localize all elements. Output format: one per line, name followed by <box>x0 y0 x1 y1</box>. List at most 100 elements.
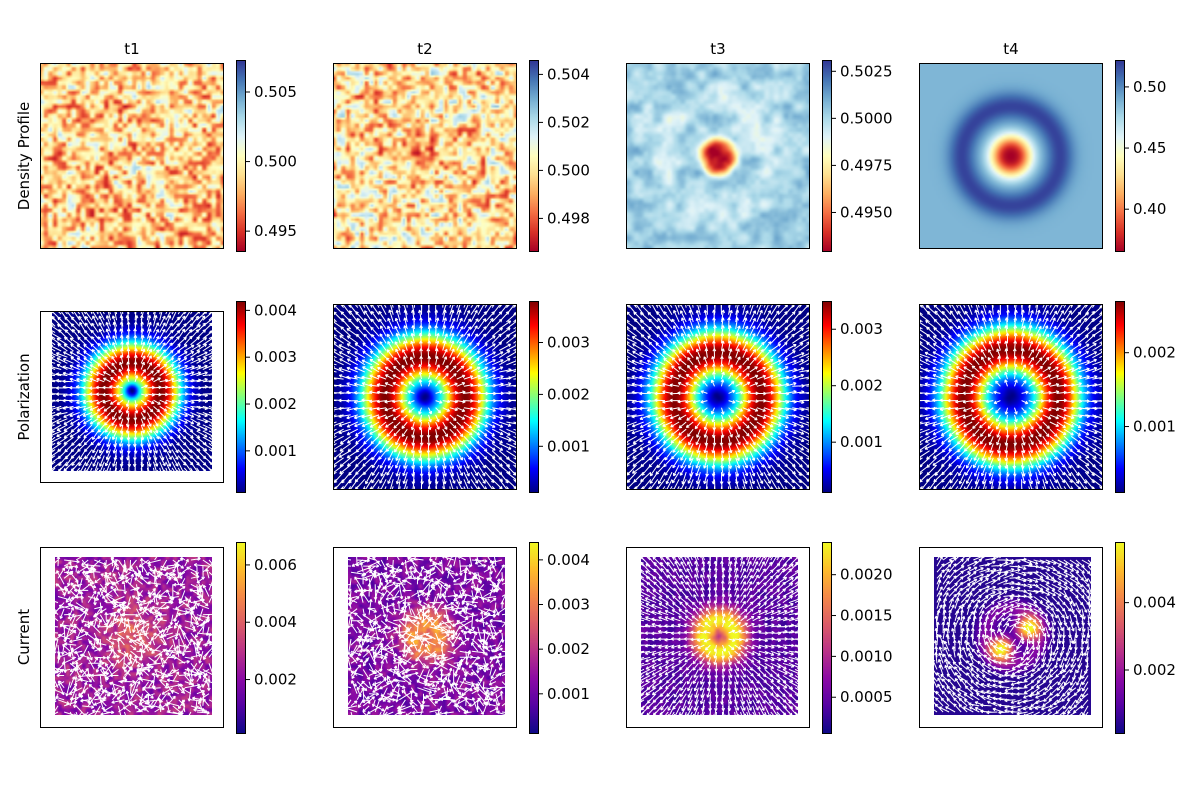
axes-frame <box>333 63 517 249</box>
panel-current-t3 <box>626 547 810 728</box>
quiver-layer <box>626 304 810 490</box>
colorbar-tick-label: 0.0005 <box>840 688 893 706</box>
axes-frame <box>626 304 810 490</box>
colorbar-tick-label: 0.001 <box>1133 418 1176 436</box>
colorbar-gradient <box>529 542 539 734</box>
colorbar-gradient <box>1115 60 1125 252</box>
colorbar-tick-label: 0.003 <box>840 320 883 338</box>
colorbar-frame <box>236 542 246 734</box>
panel-polarization-t2 <box>333 304 517 490</box>
colorbar-tick-label: 0.001 <box>840 433 883 451</box>
colorbar: 0.002 0.004 <box>1115 542 1176 734</box>
colorbar-frame <box>236 60 246 252</box>
colorbar-gradient <box>822 542 832 734</box>
colorbar-tick-label: 0.504 <box>547 65 590 83</box>
colorbar-tick-label: 0.50 <box>1133 78 1166 96</box>
colorbar: 0.001 0.002 0.003 <box>529 301 590 493</box>
column-title-t1: t1 <box>124 40 139 58</box>
colorbar-tick-label: 0.4975 <box>840 156 893 174</box>
panel-density-profile-t4 <box>919 63 1103 249</box>
axes-frame <box>626 63 810 249</box>
axes-frame <box>333 304 517 490</box>
colorbar-frame <box>1115 542 1125 734</box>
vector-arrows <box>333 304 517 490</box>
colorbar-tick-label: 0.40 <box>1133 200 1166 218</box>
quiver-layer <box>641 557 798 715</box>
row-label: Density Profile <box>15 102 33 210</box>
colorbar: 0.001 0.002 0.003 0.004 <box>236 301 297 493</box>
colorbar-gradient <box>236 542 246 734</box>
colorbar-tick-label: 0.498 <box>547 209 590 227</box>
colorbar-gradient <box>822 301 832 493</box>
colorbar-gradient <box>236 60 246 252</box>
axes-frame <box>40 63 224 249</box>
colorbar-tick-label: 0.004 <box>254 301 297 319</box>
colorbar-gradient <box>1115 542 1125 734</box>
quiver-layer <box>919 304 1103 490</box>
colorbar-tick-label: 0.505 <box>254 83 297 101</box>
colorbar-tick-label: 0.002 <box>1133 661 1176 679</box>
colorbar-tick-label: 0.003 <box>254 348 297 366</box>
quiver-layer <box>333 304 517 490</box>
panel-current-t2 <box>333 547 517 728</box>
axes-frame <box>40 311 224 483</box>
colorbar-tick-label: 0.003 <box>547 596 590 614</box>
colorbar-frame <box>822 60 832 252</box>
colorbar-frame <box>529 60 539 252</box>
colorbar-tick-label: 0.500 <box>547 161 590 179</box>
colorbar-tick-label: 0.002 <box>254 671 297 689</box>
colorbar-frame <box>822 301 832 493</box>
panel-current-t1 <box>40 547 224 728</box>
colorbar-tick-label: 0.003 <box>547 334 590 352</box>
panel-polarization-t1 <box>40 311 224 483</box>
colorbar: 0.001 0.002 <box>1115 301 1176 493</box>
heatmap-image <box>333 63 517 249</box>
colorbar-gradient <box>529 301 539 493</box>
axes-frame <box>919 63 1103 249</box>
colorbar-frame <box>236 301 246 493</box>
colorbar: 0.002 0.004 0.006 <box>236 542 297 734</box>
vector-arrows <box>919 304 1103 490</box>
row-label: Polarization <box>15 353 33 440</box>
colorbar-tick-label: 0.0010 <box>840 647 893 665</box>
heatmap-image <box>626 63 810 249</box>
panel-density-profile-t1 <box>40 63 224 249</box>
axes-frame <box>626 547 810 728</box>
heatmap-image <box>40 63 224 249</box>
panel-density-profile-t2 <box>333 63 517 249</box>
colorbar-tick-label: 0.001 <box>547 685 590 703</box>
vector-arrows <box>348 557 505 715</box>
colorbar-tick-label: 0.502 <box>547 113 590 131</box>
column-title-t3: t3 <box>710 40 725 58</box>
colorbar-tick-label: 0.001 <box>254 442 297 460</box>
colorbar-tick-label: 0.0015 <box>840 607 893 625</box>
vector-arrows <box>52 311 212 471</box>
panel-polarization-t3 <box>626 304 810 490</box>
colorbar-tick-label: 0.45 <box>1133 139 1166 157</box>
quiver-layer <box>52 311 212 471</box>
colorbar-frame <box>1115 301 1125 493</box>
colorbar: 0.4950 0.4975 0.5000 0.5025 <box>822 60 893 252</box>
colorbar-tick-label: 0.002 <box>547 640 590 658</box>
colorbar-tick-label: 0.5025 <box>840 62 893 80</box>
colorbar: 0.0005 0.0010 0.0015 0.0020 <box>822 542 893 734</box>
colorbar-frame <box>1115 60 1125 252</box>
colorbar-gradient <box>822 60 832 252</box>
panel-current-t4 <box>919 547 1103 728</box>
colorbar-tick-label: 0.006 <box>254 556 297 574</box>
axes-frame <box>40 547 224 728</box>
colorbar-tick-label: 0.500 <box>254 153 297 171</box>
quiver-layer <box>55 557 212 715</box>
vector-arrows <box>934 557 1091 715</box>
colorbar-tick-label: 0.004 <box>1133 594 1176 612</box>
colorbar: 0.40 0.45 0.50 <box>1115 60 1166 252</box>
colorbar: 0.001 0.002 0.003 <box>822 301 883 493</box>
colorbar-gradient <box>1115 301 1125 493</box>
axes-frame <box>333 547 517 728</box>
vector-arrows <box>626 304 810 490</box>
colorbar-tick-label: 0.002 <box>1133 344 1176 362</box>
colorbar-tick-label: 0.5000 <box>840 109 893 127</box>
axes-frame <box>919 547 1103 728</box>
column-title-t2: t2 <box>417 40 432 58</box>
colorbar: 0.498 0.500 0.502 0.504 <box>529 60 590 252</box>
